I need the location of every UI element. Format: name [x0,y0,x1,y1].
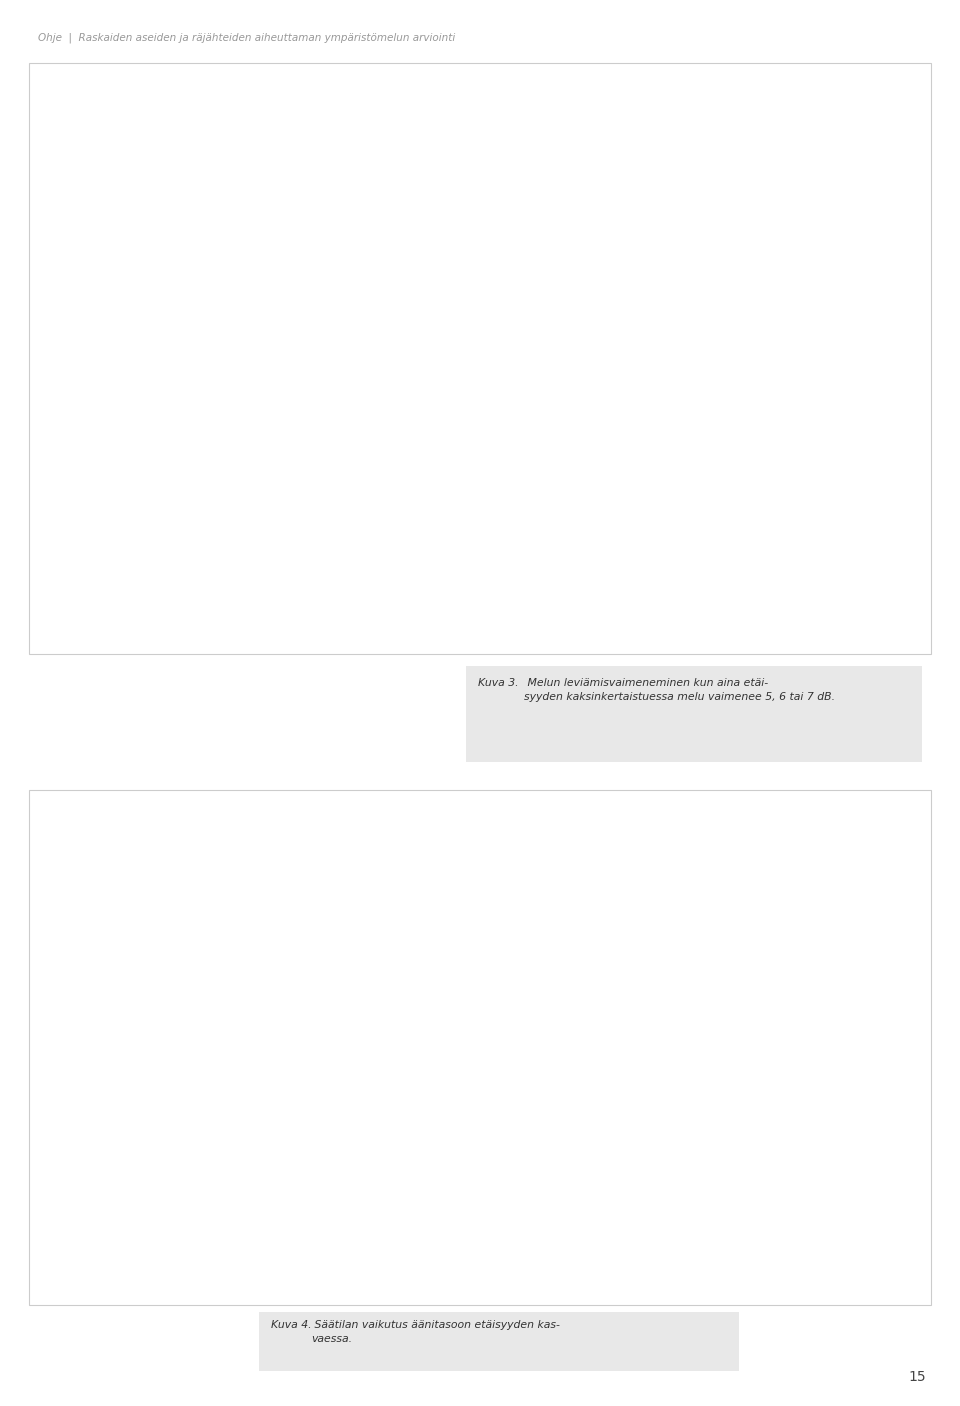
vaime3 [612,1144,624,1161]
vaime1 [171,903,182,920]
X-axis label: etäisyys melulähteestä, m: etäisyys melulähteestä, m [349,1241,534,1256]
Text: epävarmuus: epävarmuus [463,498,550,512]
ohjearvo [480,1063,492,1080]
ohjearvo [325,1063,337,1080]
vaime1 [105,879,116,896]
ohjearvo [105,1063,116,1080]
vaime2 [546,1001,558,1018]
Title: Melun vaimeneminen eri sääoloissa: Melun vaimeneminen eri sääoloissa [261,813,622,831]
ohjearvo [392,1063,403,1080]
vaime3 [701,1173,712,1189]
vaime3 [546,1111,558,1128]
Line: vaime3: vaime3 [106,883,711,1185]
vaime2 [612,1014,624,1031]
Line: vaime2: vaime2 [106,883,711,1031]
Text: Säätilan vaikutus äänitasoon etäisyyden kas-
vaessa.: Säätilan vaikutus äänitasoon etäisyyden … [311,1320,560,1344]
vaime1 [612,1063,624,1080]
vaime3 [171,903,182,920]
vaime1 [480,1021,492,1038]
vaime1 [237,928,249,945]
vaime3 [325,952,337,969]
vaime3 [392,977,403,994]
ohjearvo [171,1063,182,1080]
Text: Ohje  |  Raskaiden aseiden ja räjähteiden aiheuttaman ympäristömelun arviointi: Ohje | Raskaiden aseiden ja räjähteiden … [38,32,456,42]
Legend: vaime1, vaime2, vaime3, ohjearvo: vaime1, vaime2, vaime3, ohjearvo [805,849,905,929]
Line: ohjearvo: ohjearvo [106,1066,711,1076]
Y-axis label: A-äänitaso, dB: A-äänitaso, dB [58,301,71,401]
vaime1 [392,984,403,1001]
Text: Kuva 3.: Kuva 3. [478,678,518,688]
vaime2 [701,1018,712,1035]
Text: 15: 15 [909,1369,926,1384]
vaime3 [480,1021,492,1038]
Line: vaime1: vaime1 [106,883,711,1112]
Text: Melun leviämisvaimeneminen kun aina etäi-
syyden kaksinkertaistuessa melu vaimen: Melun leviämisvaimeneminen kun aina etäi… [524,678,835,702]
vaime2 [105,879,116,896]
ohjearvo [237,1063,249,1080]
vaime1 [701,1099,712,1116]
ohjearvo [701,1063,712,1080]
vaime2 [171,900,182,917]
vaime2 [480,981,492,998]
X-axis label: etäisyys melulähteestä, m: etäisyys melulähteestä, m [415,600,598,614]
Text: suositusarvo 55 dB: suositusarvo 55 dB [586,389,706,404]
vaime3 [237,928,249,945]
Text: Kuva 4.: Kuva 4. [271,1320,311,1330]
Title: Melun vaimentuminen: Melun vaimentuminen [394,96,619,114]
ohjearvo [546,1063,558,1080]
vaime2 [325,943,337,960]
vaime3 [105,879,116,896]
vaime2 [392,960,403,977]
Y-axis label: A-äänitaso, dB: A-äänitaso, dB [58,980,71,1080]
ohjearvo [612,1063,624,1080]
vaime1 [325,960,337,977]
vaime2 [237,924,249,941]
vaime1 [546,1029,558,1046]
